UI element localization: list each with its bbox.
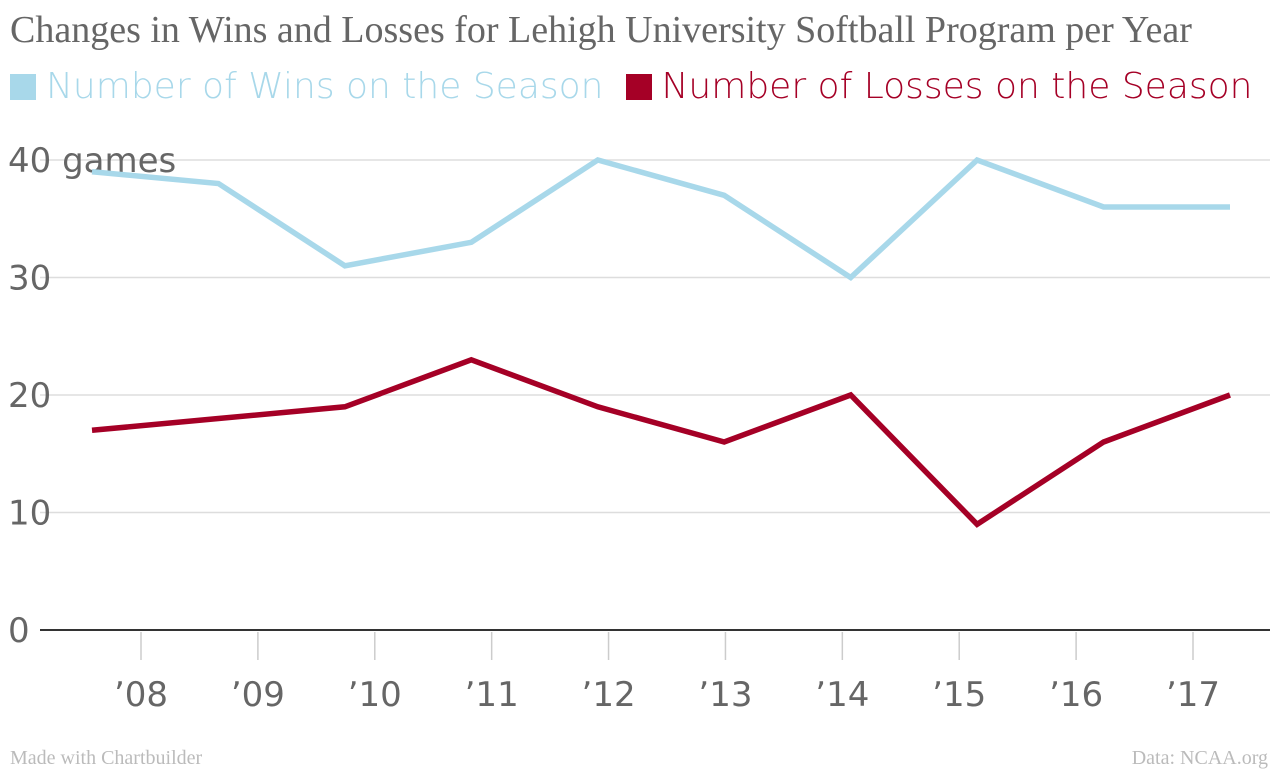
legend-label-losses: Number of Losses on the Season — [661, 66, 1253, 107]
x-tick-label: ’14 — [815, 675, 869, 715]
y-tick-label: 0 — [8, 611, 30, 651]
legend-label-wins: Number of Wins on the Season — [46, 66, 604, 107]
footer-credit: Made with Chartbuilder — [10, 747, 203, 769]
footer-source: Data: NCAA.org — [1131, 747, 1268, 769]
x-tick-label: ’13 — [698, 675, 752, 715]
x-tick-label: ’17 — [1166, 675, 1220, 715]
x-tick-label: ’15 — [932, 675, 986, 715]
legend-item-wins: Number of Wins on the Season — [10, 66, 604, 107]
legend-swatch-wins — [10, 73, 36, 100]
x-tick-label: ’10 — [348, 675, 402, 715]
y-tick-label: 20 — [8, 376, 51, 416]
legend-swatch-losses — [625, 73, 652, 100]
legend-item-losses: Number of Losses on the Season — [625, 66, 1253, 107]
y-tick-label: 30 — [8, 259, 51, 299]
series-line-wins — [91, 156, 1230, 281]
y-tick-label: 10 — [8, 494, 51, 534]
x-tick-label: ’09 — [231, 675, 285, 715]
chart-title: Changes in Wins and Losses for Lehigh Un… — [10, 9, 1192, 51]
legend: Number of Wins on the Season Number of L… — [10, 66, 1274, 107]
x-tick-label: ’11 — [465, 675, 519, 715]
series-line-losses — [91, 356, 1231, 528]
x-tick-label: ’16 — [1049, 675, 1103, 715]
x-tick-label: ’08 — [114, 675, 168, 715]
x-tick-label: ’12 — [582, 675, 636, 715]
